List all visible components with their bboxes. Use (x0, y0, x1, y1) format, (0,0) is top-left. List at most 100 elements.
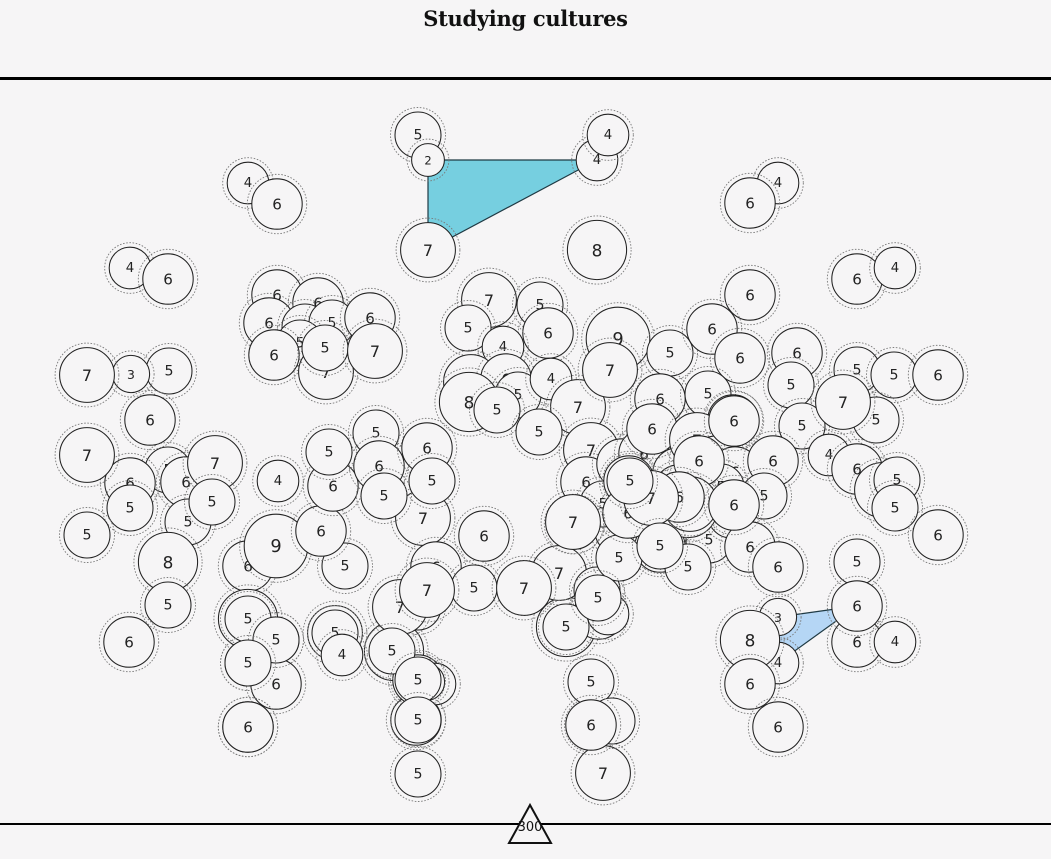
node-disc[interactable] (496, 560, 552, 616)
culture-node[interactable]: 6 (719, 653, 781, 715)
node-disc[interactable] (724, 177, 776, 229)
node-disc[interactable] (582, 342, 638, 398)
node-disc[interactable] (400, 222, 456, 278)
node-disc[interactable] (873, 620, 917, 664)
culture-node[interactable]: 5 (404, 453, 460, 509)
culture-node[interactable]: 6 (709, 327, 771, 389)
culture-node[interactable]: 5 (632, 518, 688, 574)
node-disc[interactable] (222, 701, 274, 753)
culture-node[interactable]: 7 (577, 337, 643, 403)
culture-node[interactable]: 2 (406, 138, 450, 182)
node-disc[interactable] (458, 510, 510, 562)
culture-node[interactable]: 4 (869, 242, 921, 294)
culture-node[interactable]: 7 (394, 557, 460, 623)
node-disc[interactable] (574, 574, 622, 622)
culture-node[interactable]: 7 (570, 740, 636, 806)
culture-node[interactable]: 4 (252, 455, 304, 507)
culture-node[interactable]: 8 (562, 215, 632, 285)
culture-node[interactable]: 5 (301, 424, 357, 480)
node-disc[interactable] (542, 603, 590, 651)
culture-node[interactable]: 7 (54, 422, 120, 488)
node-disc[interactable] (188, 478, 236, 526)
culture-node[interactable]: 6 (98, 611, 160, 673)
node-disc[interactable] (411, 143, 445, 177)
culture-node[interactable]: 6 (719, 264, 781, 326)
node-disc[interactable] (871, 484, 919, 532)
culture-node[interactable]: 4 (869, 616, 921, 668)
node-disc[interactable] (708, 395, 760, 447)
culture-node[interactable]: 7 (540, 489, 606, 555)
node-disc[interactable] (606, 457, 654, 505)
culture-node[interactable]: 4 (316, 629, 368, 681)
node-disc[interactable] (63, 511, 111, 559)
node-disc[interactable] (566, 219, 628, 281)
node-disc[interactable] (124, 394, 176, 446)
node-disc[interactable] (831, 580, 883, 632)
culture-node[interactable]: 5 (184, 474, 240, 530)
node-disc[interactable] (408, 457, 456, 505)
node-disc[interactable] (565, 699, 617, 751)
node-disc[interactable] (708, 479, 760, 531)
node-disc[interactable] (256, 459, 300, 503)
node-disc[interactable] (873, 246, 917, 290)
node-disc[interactable] (815, 374, 871, 430)
culture-node[interactable]: 5 (867, 480, 923, 536)
culture-node[interactable]: 5 (102, 480, 158, 536)
culture-node[interactable]: 8 (133, 527, 203, 597)
culture-node[interactable]: 6 (560, 694, 622, 756)
node-disc[interactable] (305, 428, 353, 476)
node-disc[interactable] (394, 696, 442, 744)
culture-node[interactable]: 6 (246, 173, 308, 235)
node-disc[interactable] (248, 329, 300, 381)
node-disc[interactable] (321, 542, 369, 590)
culture-node[interactable]: 6 (826, 575, 888, 637)
node-disc[interactable] (320, 633, 364, 677)
node-disc[interactable] (347, 323, 403, 379)
culture-node[interactable]: 5 (356, 468, 412, 524)
culture-node[interactable]: 6 (217, 696, 279, 758)
culture-node[interactable]: 7 (342, 318, 408, 384)
node-disc[interactable] (473, 386, 521, 434)
culture-node[interactable]: 6 (703, 474, 765, 536)
node-disc[interactable] (142, 253, 194, 305)
node-disc[interactable] (515, 408, 563, 456)
culture-node[interactable]: 6 (137, 248, 199, 310)
node-disc[interactable] (103, 616, 155, 668)
culture-node[interactable]: 5 (390, 692, 446, 748)
node-disc[interactable] (399, 562, 455, 618)
node-disc[interactable] (394, 750, 442, 798)
culture-node[interactable]: 5 (763, 357, 819, 413)
node-disc[interactable] (724, 658, 776, 710)
node-disc[interactable] (586, 113, 630, 157)
node-disc[interactable] (106, 484, 154, 532)
culture-node[interactable]: 6 (453, 505, 515, 567)
culture-node[interactable]: 7 (395, 217, 461, 283)
culture-node[interactable]: 5 (220, 635, 276, 691)
culture-node[interactable]: 6 (747, 536, 809, 598)
culture-node[interactable]: 6 (243, 324, 305, 386)
node-disc[interactable] (59, 427, 115, 483)
culture-node[interactable]: 5 (538, 599, 594, 655)
node-disc[interactable] (714, 332, 766, 384)
node-disc[interactable] (224, 639, 272, 687)
node-disc[interactable] (545, 494, 601, 550)
culture-node[interactable]: 6 (747, 696, 809, 758)
node-disc[interactable] (912, 349, 964, 401)
node-disc[interactable] (144, 581, 192, 629)
culture-node[interactable]: 6 (119, 389, 181, 451)
culture-node[interactable]: 6 (290, 500, 352, 562)
culture-node[interactable]: 6 (907, 344, 969, 406)
culture-node[interactable]: 4 (582, 109, 634, 161)
culture-node[interactable]: 5 (570, 570, 626, 626)
node-disc[interactable] (636, 522, 684, 570)
node-disc[interactable] (724, 269, 776, 321)
culture-node[interactable]: 5 (59, 507, 115, 563)
node-disc[interactable] (912, 509, 964, 561)
node-disc[interactable] (752, 701, 804, 753)
culture-node[interactable]: 5 (390, 746, 446, 802)
culture-node[interactable]: 7 (54, 342, 120, 408)
node-disc[interactable] (59, 347, 115, 403)
node-disc[interactable] (360, 472, 408, 520)
node-disc[interactable] (444, 304, 492, 352)
